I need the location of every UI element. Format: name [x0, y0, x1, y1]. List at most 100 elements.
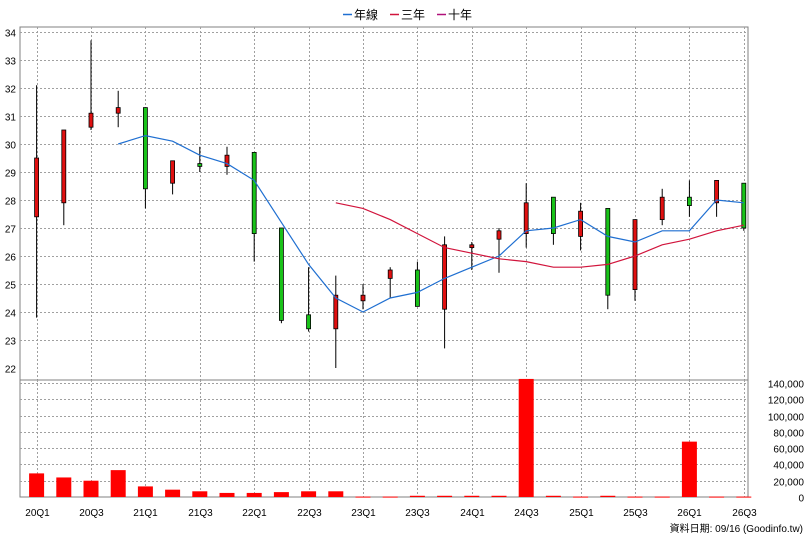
candle-body [142, 107, 148, 190]
legend-label: 年線 [354, 7, 378, 22]
volume-bar [491, 495, 507, 497]
volume-bar [355, 496, 371, 498]
volume-bar [273, 492, 289, 497]
volume-bar [545, 495, 561, 497]
volume-bar [409, 495, 425, 497]
volume-bar [328, 491, 344, 497]
candle-body [88, 112, 94, 128]
x-axis: 20Q1 20Q3 21Q1 21Q3 22Q1 22Q3 23Q1 23Q3 24Q1 24Q3… [25, 508, 757, 519]
x-tick-label: 25Q1 [569, 508, 594, 519]
legend: 年線 三年 十年 [343, 7, 472, 22]
price-tick-label: 26 [5, 253, 17, 264]
volume-tick-label: 40,000 [773, 461, 804, 472]
candle-body [360, 294, 366, 302]
candle-body [251, 151, 257, 234]
volume-panel-frame [19, 379, 749, 498]
volume-bar [736, 496, 752, 498]
x-tick-label: 26Q1 [677, 508, 702, 519]
x-tick-label: 20Q3 [79, 508, 104, 519]
ma-line [335, 202, 744, 268]
volume-grid [19, 379, 749, 498]
candle-body [414, 269, 420, 307]
source-note: 資料日期: 09/16 (Goodinfo.tw) [670, 522, 803, 535]
price-tick-label: 30 [5, 141, 17, 152]
volume-tick-label: 100,000 [768, 413, 805, 424]
price-axis: 22 23 24 25 26 27 28 29 30 31 32 33 34 [5, 29, 17, 376]
candle-body [442, 244, 448, 310]
volume-bar [165, 489, 181, 497]
volume-tick-label: 80,000 [773, 429, 804, 440]
candle-body [387, 269, 393, 279]
x-tick-label: 25Q3 [623, 508, 648, 519]
volume-tick-label: 60,000 [773, 445, 804, 456]
legend-label: 三年 [401, 8, 425, 22]
volume-tick-label: 20,000 [773, 478, 804, 489]
volume-axis: 0 20,000 40,000 60,000 80,000 100,000 120,000 1… [768, 380, 805, 505]
volume-bar [246, 492, 262, 497]
candle-body [578, 210, 583, 237]
candle-body [523, 202, 529, 235]
volume-bar [56, 477, 72, 497]
volume-bar [29, 473, 45, 497]
volume-bar [681, 441, 697, 497]
candle-body [333, 294, 339, 330]
price-tick-label: 34 [5, 29, 17, 40]
volume-bar [627, 496, 643, 498]
price-tick-label: 28 [5, 197, 17, 208]
candle-body [469, 244, 475, 249]
price-tick-label: 22 [5, 365, 17, 376]
volume-tick-label: 0 [798, 494, 804, 505]
x-tick-label: 23Q1 [351, 508, 376, 519]
price-tick-label: 32 [5, 85, 17, 96]
price-panel-frame [19, 26, 749, 381]
volume-bar [600, 495, 616, 497]
candles [34, 40, 747, 368]
ma-line [118, 134, 744, 313]
x-tick-label: 21Q3 [188, 508, 213, 519]
candle-body [224, 154, 230, 167]
candle-body [115, 107, 121, 114]
volume-bar [437, 495, 453, 497]
candle-body [496, 230, 502, 240]
volume-tick-label: 120,000 [768, 396, 805, 407]
candle-body [278, 227, 284, 321]
x-tick-label: 21Q1 [133, 508, 158, 519]
volume-bars [29, 378, 752, 498]
volume-bar [518, 378, 534, 497]
candle-body [197, 163, 203, 167]
volume-tick-label: 140,000 [768, 380, 805, 391]
x-tick-label: 24Q1 [460, 508, 485, 519]
volume-bar [83, 480, 99, 497]
candle-body [632, 219, 638, 291]
candle-body [170, 160, 176, 184]
x-tick-label: 22Q1 [242, 508, 267, 519]
volume-bar [382, 496, 398, 498]
volume-bar [709, 496, 725, 498]
volume-bar [192, 491, 208, 497]
price-grid [19, 26, 749, 381]
x-tick-label: 23Q3 [405, 508, 430, 519]
legend-label: 十年 [448, 8, 472, 22]
price-tick-label: 31 [5, 113, 17, 124]
volume-bar [301, 491, 317, 497]
candle-body [306, 314, 312, 330]
moving-average-lines [118, 134, 744, 313]
price-tick-label: 25 [5, 281, 17, 292]
candle-body [714, 179, 719, 204]
volume-bar [654, 496, 670, 498]
volume-bar [137, 486, 153, 497]
volume-bar [573, 496, 589, 498]
price-tick-label: 24 [5, 309, 17, 320]
price-tick-label: 33 [5, 57, 17, 68]
x-tick-label: 24Q3 [514, 508, 539, 519]
x-tick-label: 26Q3 [732, 508, 757, 519]
candle-body [659, 196, 665, 220]
x-tick-label: 22Q3 [297, 508, 322, 519]
candle-body [687, 196, 692, 206]
candle-body [551, 196, 556, 234]
price-tick-label: 27 [5, 225, 17, 236]
candle-body [61, 129, 67, 204]
candle-body [605, 207, 611, 296]
price-tick-label: 29 [5, 169, 17, 180]
